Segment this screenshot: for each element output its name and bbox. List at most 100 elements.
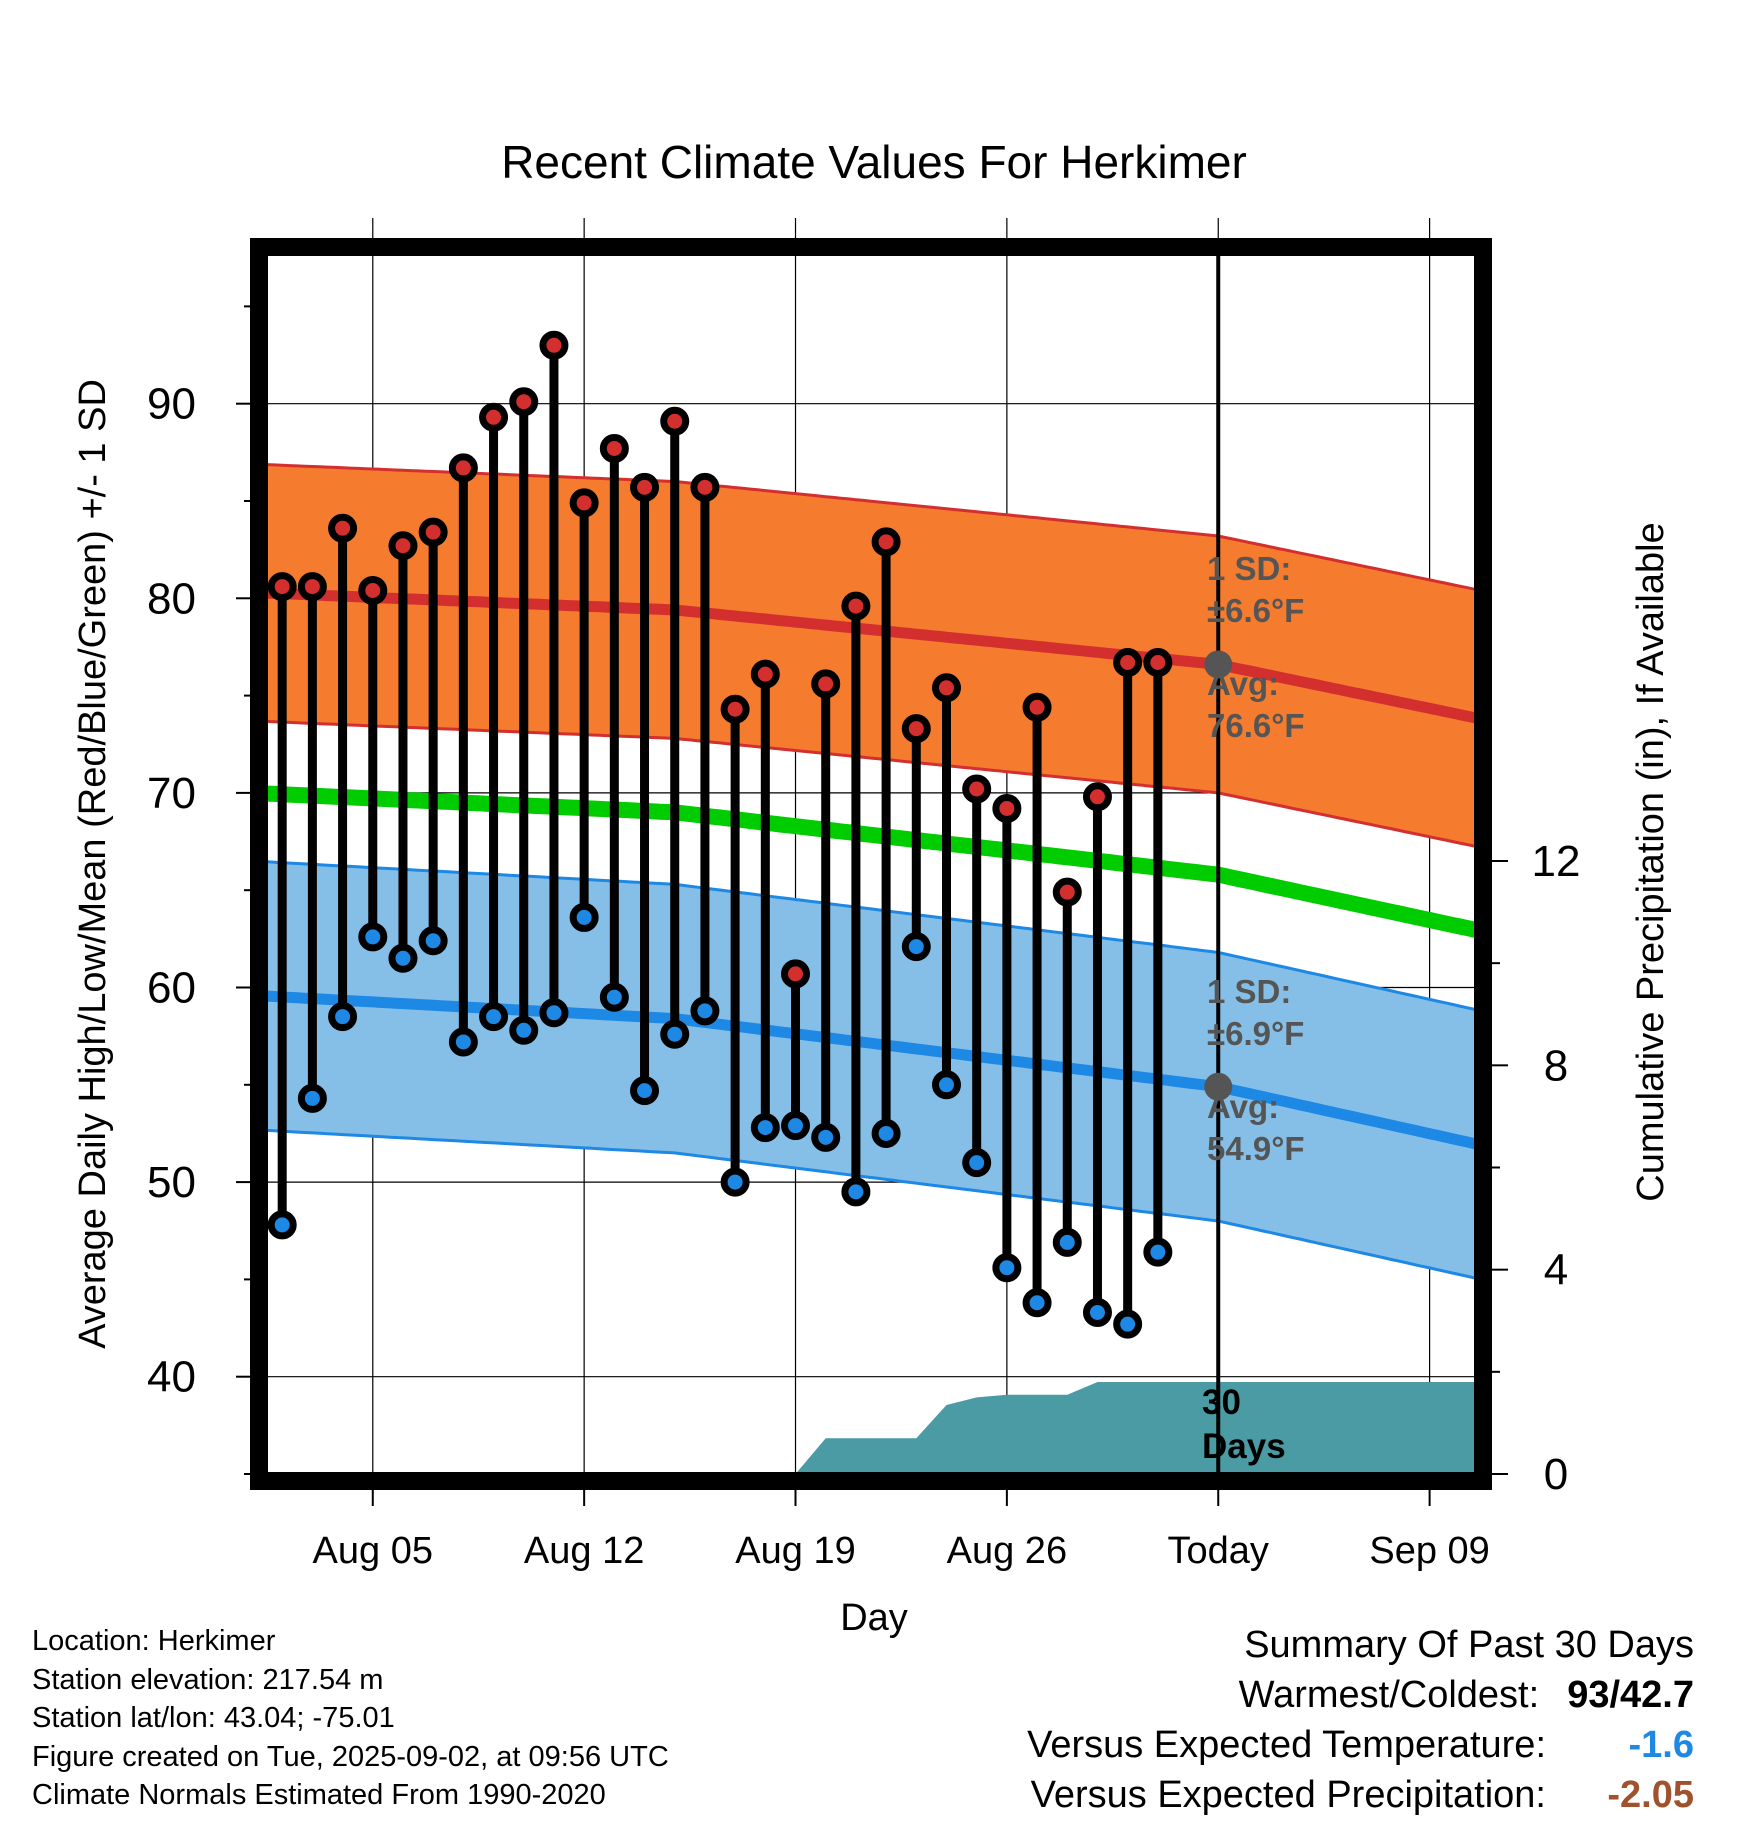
- precipitation-area: [795, 1382, 1490, 1474]
- x-tick-label: Aug 26: [947, 1530, 1067, 1572]
- daily-high-point: [630, 472, 660, 502]
- daily-high-point: [690, 472, 720, 502]
- created-text: Figure created on Tue, 2025-09-02, at 09…: [32, 1740, 669, 1773]
- daily-low-point: [630, 1076, 660, 1106]
- daily-points: [267, 330, 1173, 1339]
- daily-low-point: [1022, 1288, 1052, 1318]
- daily-high-point: [297, 572, 327, 602]
- daily-high-point: [750, 659, 780, 689]
- daily-high-point: [1082, 782, 1112, 812]
- daily-high-point: [781, 959, 811, 989]
- grid-lines: [252, 218, 1490, 1474]
- y-tick-label: 60: [147, 963, 196, 1012]
- daily-high-point: [962, 774, 992, 804]
- daily-high-point: [388, 531, 418, 561]
- y-tick-label: 70: [147, 769, 196, 818]
- high-sd-band: [252, 464, 1490, 850]
- warmest-value: 93: [1567, 1674, 1610, 1716]
- daily-low-point: [992, 1253, 1022, 1283]
- today-line: [1204, 248, 1233, 1474]
- station-info: Location: Herkimer Station elevation: 21…: [32, 1622, 669, 1815]
- normals-text: Climate Normals Estimated From 1990-2020: [32, 1779, 606, 1811]
- normal-high-line: [252, 586, 1490, 727]
- location-text: Location: Herkimer: [32, 1625, 276, 1657]
- summary-title: Summary Of Past 30 Days: [1244, 1624, 1694, 1666]
- daily-low-point: [569, 902, 599, 932]
- temp-anomaly-row: Versus Expected Temperature: -1.6: [1027, 1720, 1694, 1770]
- daily-high-point: [509, 387, 539, 417]
- daily-low-point: [599, 982, 629, 1012]
- y2-tick-labels: 0 4 8 12: [1532, 837, 1581, 1499]
- low-sd-lower-line: [252, 1128, 1490, 1283]
- daily-low-point: [388, 943, 418, 973]
- precip-label-line: 30: [1202, 1383, 1241, 1422]
- y-tick-labels: 40 50 60 70 80 90: [147, 380, 196, 1402]
- daily-high-point: [569, 488, 599, 518]
- daily-low-point: [267, 1210, 297, 1240]
- warmest-coldest-row: Warmest/Coldest: 93/42.7: [1027, 1670, 1694, 1720]
- elevation-text: Station elevation: 217.54 m: [32, 1663, 384, 1696]
- high-avg-label: Avg:: [1207, 665, 1279, 702]
- daily-low-point: [1052, 1227, 1082, 1257]
- today-low-avg-marker: [1204, 1072, 1233, 1101]
- daily-high-point: [358, 576, 388, 606]
- daily-high-point: [720, 694, 750, 724]
- y-tick-label: 40: [147, 1353, 196, 1402]
- daily-low-point: [1113, 1309, 1143, 1339]
- daily-high-point: [660, 406, 690, 436]
- daily-high-point: [1052, 877, 1082, 907]
- daily-low-point: [328, 1002, 358, 1032]
- daily-low-point: [509, 1015, 539, 1045]
- daily-low-point: [720, 1167, 750, 1197]
- y-axis-label: Average Daily High/Low/Mean (Red/Blue/Gr…: [72, 379, 114, 1349]
- daily-low-point: [871, 1118, 901, 1148]
- normal-mean-line: [252, 784, 1490, 941]
- high-avg-value: 76.6°F: [1207, 707, 1305, 744]
- low-sd-label: 1 SD:: [1207, 973, 1291, 1010]
- x-tick-labels: Aug 05 Aug 12 Aug 19 Aug 26 Today Sep 09: [313, 1530, 1490, 1572]
- low-sd-upper-line: [252, 859, 1490, 1015]
- daily-low-point: [841, 1177, 871, 1207]
- normal-low-line: [252, 989, 1490, 1153]
- daily-high-point: [871, 527, 901, 557]
- low-avg-label: Avg:: [1207, 1088, 1279, 1125]
- daily-low-point: [781, 1111, 811, 1141]
- chart-title: Recent Climate Values For Herkimer: [501, 136, 1247, 188]
- precip-label-line: Days: [1202, 1427, 1286, 1466]
- low-sd-value: ±6.9°F: [1207, 1015, 1304, 1052]
- daily-high-point: [479, 402, 509, 432]
- x-tick-label: Today: [1168, 1530, 1269, 1572]
- daily-high-point: [992, 793, 1022, 823]
- x-tick-label: Aug 12: [524, 1530, 644, 1572]
- daily-low-point: [811, 1122, 841, 1152]
- low-sd-band: [252, 861, 1490, 1282]
- daily-high-point: [328, 513, 358, 543]
- daily-low-point: [1082, 1297, 1112, 1327]
- x-tick-label: Sep 09: [1369, 1530, 1489, 1572]
- y2-tick-label: 12: [1532, 837, 1581, 886]
- temp-anomaly-value: -1.6: [1628, 1724, 1694, 1766]
- x-tick-label: Aug 19: [735, 1530, 855, 1572]
- daily-low-point: [931, 1070, 961, 1100]
- daily-high-point: [599, 433, 629, 463]
- daily-low-point: [962, 1148, 992, 1178]
- daily-range-stems: [277, 345, 1163, 1325]
- warmest-coldest-value: 93/42.7: [1567, 1674, 1694, 1716]
- axis-ticks: [236, 305, 1508, 1506]
- y2-tick-label: 8: [1544, 1041, 1568, 1090]
- y-tick-label: 90: [147, 380, 196, 429]
- precip-label: 30 Days: [1202, 1383, 1286, 1466]
- temp-anomaly-label: Versus Expected Temperature:: [1027, 1724, 1546, 1766]
- daily-high-point: [841, 591, 871, 621]
- daily-high-point: [901, 714, 931, 744]
- x-tick-label: Aug 05: [313, 1530, 433, 1572]
- precip-anomaly-value: -2.05: [1607, 1774, 1694, 1816]
- daily-low-point: [297, 1083, 327, 1113]
- high-sd-value: ±6.6°F: [1207, 592, 1304, 629]
- daily-high-point: [1113, 648, 1143, 678]
- normal-bands: [252, 462, 1490, 1283]
- y-tick-label: 50: [147, 1158, 196, 1207]
- y2-tick-label: 0: [1544, 1450, 1568, 1499]
- y2-axis-label: Cumulative Precipitation (in), If Availa…: [1630, 522, 1672, 1201]
- precip-anomaly-row: Versus Expected Precipitation: -2.05: [1027, 1770, 1694, 1820]
